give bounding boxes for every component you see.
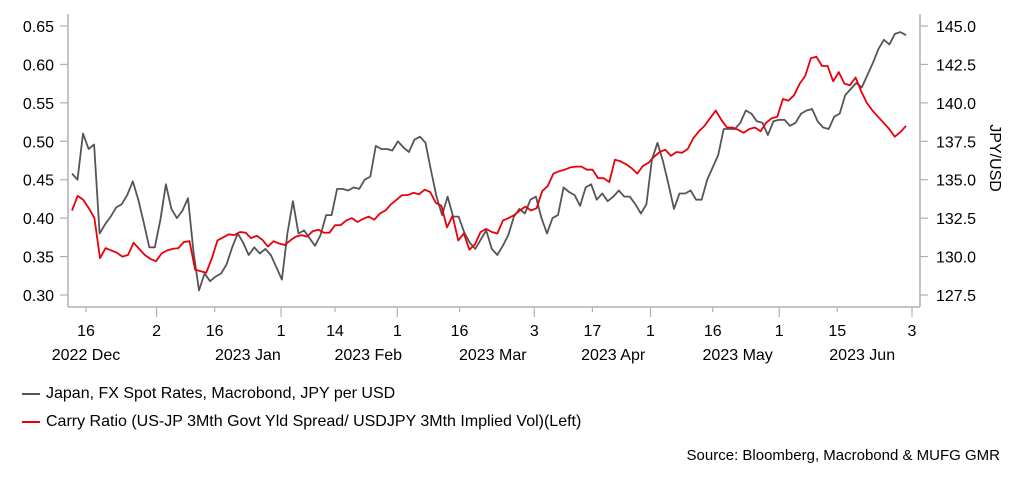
right-axis-title: JPY/USD [986, 124, 1003, 192]
x-tick-label: 15 [828, 323, 846, 340]
series-line-jpy-usd [71, 31, 907, 292]
x-tick-label: 2 [152, 323, 161, 340]
x-tick-label: 1 [277, 323, 286, 340]
legend: Japan, FX Spot Rates, Macrobond, JPY per… [22, 380, 581, 436]
left-tick-label: 0.65 [23, 19, 54, 36]
left-tick-label: 0.60 [23, 57, 54, 74]
source-note: Source: Bloomberg, Macrobond & MUFG GMR [686, 447, 1000, 464]
x-tick-label: 16 [77, 323, 95, 340]
right-tick-label: 145.0 [936, 19, 976, 36]
x-tick-label: 16 [206, 323, 224, 340]
x-month-label: 2023 Jun [829, 347, 895, 364]
legend-item-jpy: Japan, FX Spot Rates, Macrobond, JPY per… [22, 380, 581, 408]
x-tick-label: 16 [704, 323, 722, 340]
right-tick-label: 130.0 [936, 250, 976, 267]
series-line-carry-ratio [71, 55, 907, 274]
legend-item-carry: Carry Ratio (US-JP 3Mth Govt Yld Spread/… [22, 408, 581, 436]
legend-label-carry: Carry Ratio (US-JP 3Mth Govt Yld Spread/… [46, 413, 582, 430]
x-tick-label: 17 [583, 323, 601, 340]
x-month-label: 2023 Feb [334, 347, 402, 364]
x-tick-label: 1 [775, 323, 784, 340]
x-month-label: 2022 Dec [52, 347, 121, 364]
right-tick-label: 137.5 [936, 134, 976, 151]
x-month-label: 2023 May [703, 347, 773, 364]
right-tick-label: 142.5 [936, 57, 976, 74]
legend-swatch-jpy [22, 393, 40, 395]
series-layer [71, 31, 907, 292]
legend-swatch-carry [22, 421, 40, 423]
x-tick-label: 16 [451, 323, 469, 340]
right-tick-label: 132.5 [936, 211, 976, 228]
x-tick-label: 14 [326, 323, 344, 340]
x-tick-label: 1 [393, 323, 402, 340]
left-tick-label: 0.50 [23, 134, 54, 151]
x-month-label: 2023 Jan [215, 347, 281, 364]
chart: 0.30 0.35 0.40 0.45 0.50 0.55 0.60 0.65 127.5 130… [23, 14, 1003, 364]
right-tick-label: 140.0 [936, 96, 976, 113]
left-tick-label: 0.55 [23, 96, 54, 113]
axes [60, 14, 928, 317]
x-tick-label: 3 [530, 323, 539, 340]
axis-labels: 0.30 0.35 0.40 0.45 0.50 0.55 0.60 0.65 127.5 130… [23, 19, 1003, 364]
x-tick-label: 1 [646, 323, 655, 340]
left-tick-label: 0.35 [23, 250, 54, 267]
left-tick-label: 0.40 [23, 211, 54, 228]
left-tick-label: 0.45 [23, 173, 54, 190]
x-month-label: 2023 Apr [581, 347, 646, 364]
legend-label-jpy: Japan, FX Spot Rates, Macrobond, JPY per… [46, 385, 396, 402]
right-tick-label: 127.5 [936, 288, 976, 305]
x-month-label: 2023 Mar [459, 347, 527, 364]
right-tick-label: 135.0 [936, 173, 976, 190]
left-tick-label: 0.30 [23, 288, 54, 305]
x-tick-label: 3 [908, 323, 917, 340]
